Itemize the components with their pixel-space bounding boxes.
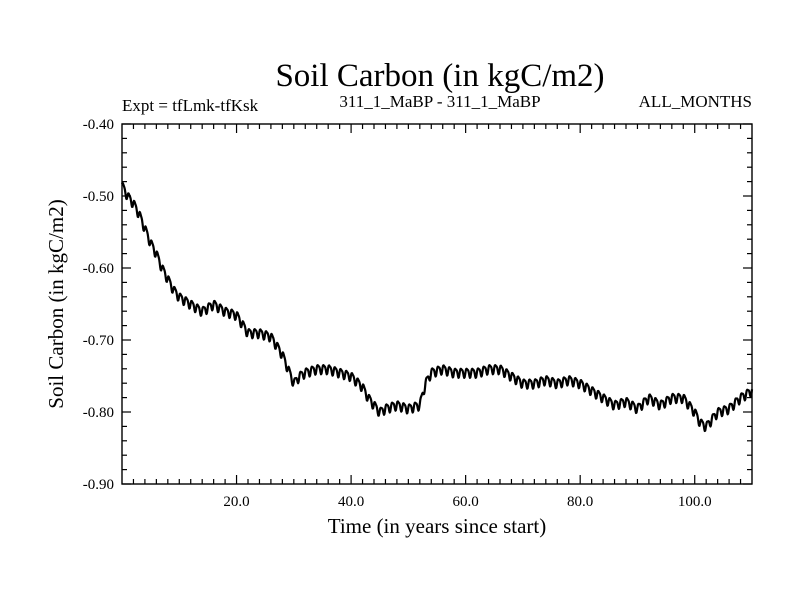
subtitle-period: 311_1_MaBP - 311_1_MaBP: [339, 92, 540, 111]
x-tick-label: 60.0: [453, 494, 479, 510]
subtitle-months: ALL_MONTHS: [639, 92, 752, 111]
y-tick-label: -0.40: [83, 117, 114, 133]
tick-labels-layer: 20.0 40.0 60.0 80.0 100.0 -0.40 -0.50 -0.60 -0.7…: [83, 117, 712, 510]
x-tick-label: 80.0: [567, 494, 593, 510]
series-line-soil-carbon: [120, 181, 754, 433]
y-tick-label: -0.70: [83, 333, 114, 349]
x-tick-label: 40.0: [338, 494, 364, 510]
y-tick-label: -0.80: [83, 405, 114, 421]
x-axis-label: Time (in years since start): [328, 514, 547, 538]
subtitle-experiment: Expt = tfLmk-tfKsk: [122, 96, 259, 115]
chart-title: Soil Carbon (in kgC/m2): [275, 58, 604, 94]
x-tick-label: 100.0: [678, 494, 712, 510]
plot-frame: [121, 123, 753, 485]
y-axis-label: Soil Carbon (in kgC/m2): [44, 199, 68, 408]
y-tick-label: -0.50: [83, 189, 114, 205]
y-tick-label: -0.60: [83, 261, 114, 277]
y-tick-label: -0.90: [83, 477, 114, 493]
x-tick-label: 20.0: [223, 494, 249, 510]
